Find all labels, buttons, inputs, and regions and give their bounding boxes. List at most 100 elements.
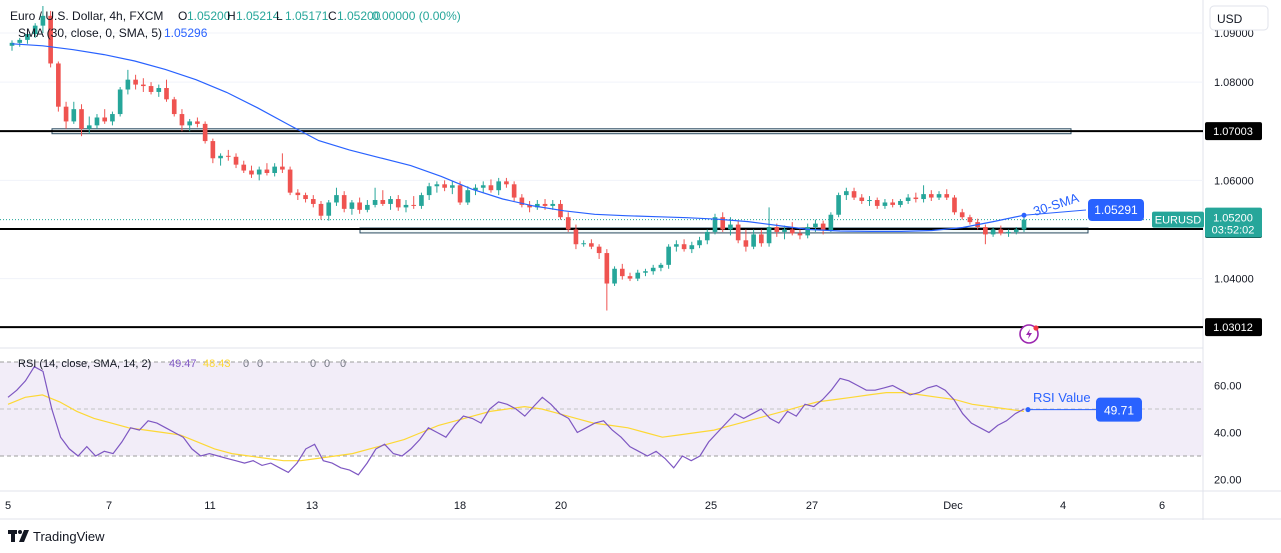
candle — [898, 199, 903, 208]
symbol-badge — [1152, 211, 1204, 228]
candle-body — [1006, 231, 1011, 234]
last-price-badge — [1205, 207, 1262, 238]
candle-body — [148, 86, 154, 92]
candle — [689, 241, 695, 254]
candle-body — [573, 229, 579, 245]
candle-body — [898, 200, 903, 205]
candle-body — [766, 227, 772, 244]
candle — [565, 212, 571, 232]
candle — [1006, 229, 1011, 237]
candle — [859, 194, 865, 204]
price-tick-label: 1.04000 — [1214, 274, 1254, 286]
candle-body — [488, 185, 494, 191]
candle-body — [627, 276, 633, 279]
candle — [874, 197, 880, 209]
ohlc-key-h: H — [227, 9, 236, 23]
candle-body — [426, 186, 432, 196]
rsi-legend-label: RSI (14, close, SMA, 14, 2) — [18, 358, 151, 370]
candle-body — [944, 194, 950, 198]
alert-lightning-icon[interactable] — [1019, 324, 1039, 344]
sma-legend-value: 1.05296 — [164, 26, 208, 40]
candle-body — [256, 169, 262, 175]
candle-body — [179, 114, 185, 126]
candle-body — [380, 200, 386, 204]
candle-body — [102, 117, 108, 122]
candle — [681, 239, 687, 252]
candle-body — [40, 15, 46, 26]
candle-body — [210, 141, 216, 159]
level-price-label: 1.03012 — [1213, 322, 1253, 334]
candle — [210, 138, 216, 164]
candle — [326, 200, 332, 221]
candle — [735, 220, 741, 244]
candle — [395, 195, 401, 211]
candle — [844, 187, 849, 201]
candle-body — [233, 156, 239, 165]
candle — [913, 192, 919, 203]
candle-body — [249, 170, 254, 175]
candle — [434, 181, 440, 193]
price-tick-label: 1.09000 — [1214, 28, 1254, 40]
candle-body — [859, 197, 865, 201]
level-price-badge — [1205, 122, 1262, 141]
candle-body — [388, 199, 393, 204]
candle-body — [473, 187, 478, 191]
candle-body — [612, 268, 617, 284]
candle — [218, 153, 223, 166]
rsi-tick-label: 60.00 — [1214, 381, 1242, 393]
candle — [828, 212, 834, 232]
candle — [674, 240, 679, 252]
time-tick-label: 27 — [806, 500, 818, 512]
time-tick-label: 11 — [204, 500, 215, 512]
candle — [280, 153, 285, 173]
candle-body — [326, 202, 332, 216]
currency-button[interactable]: USD — [1209, 5, 1269, 31]
candle-body — [395, 199, 401, 208]
candle — [303, 192, 308, 203]
rsi-annotation-text: RSI Value — [1033, 390, 1091, 405]
price-tick-label: 1.06000 — [1214, 175, 1254, 187]
candle — [836, 192, 841, 218]
candle — [79, 104, 84, 137]
candle-body — [674, 244, 679, 247]
candle-body — [789, 229, 795, 234]
candle-body — [813, 223, 818, 228]
time-tick-label: 6 — [1159, 500, 1165, 512]
candle-body — [125, 79, 131, 90]
candle — [820, 220, 826, 235]
candle-body — [959, 212, 965, 218]
candle-body — [666, 246, 671, 265]
tradingview-logo[interactable]: TradingView — [8, 529, 105, 544]
candle-body — [890, 202, 895, 205]
candle-body — [110, 114, 115, 122]
time-tick-label: 13 — [306, 500, 318, 512]
sma-value-badge — [1088, 199, 1144, 221]
candle — [171, 96, 177, 117]
candle-body — [156, 88, 162, 92]
candle-body — [310, 199, 316, 204]
candle-body — [589, 243, 594, 247]
candle-body — [874, 200, 880, 206]
candle — [241, 160, 247, 173]
ohlc-value-o: 1.05200 — [187, 9, 231, 23]
candle — [380, 190, 386, 206]
candle — [334, 187, 339, 206]
candle-body — [844, 191, 849, 196]
candle — [365, 200, 370, 213]
candle — [650, 264, 656, 275]
candle — [635, 269, 641, 282]
candle-body — [697, 240, 702, 246]
candle-body — [357, 202, 362, 210]
candle — [789, 222, 795, 236]
candle — [164, 79, 169, 102]
level-price-badge — [1205, 318, 1262, 337]
candle — [712, 213, 718, 235]
candle-body — [202, 123, 208, 142]
bar-countdown-label: 03:52:02 — [1212, 225, 1255, 237]
candle — [658, 262, 664, 272]
candle-body — [998, 229, 1004, 234]
candle — [967, 214, 973, 225]
candle — [589, 239, 594, 250]
candle — [905, 194, 911, 204]
